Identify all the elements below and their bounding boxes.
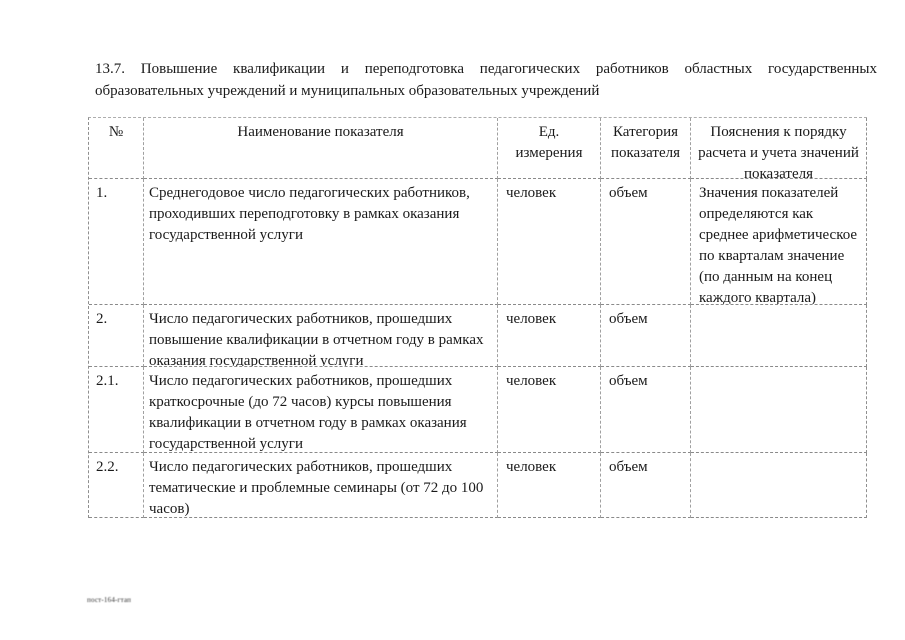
table-cell-row1-number: 1.: [89, 179, 144, 305]
table-cell-row2-1-number: 2.1.: [89, 367, 144, 453]
col-header-unit: Ед. измерения: [498, 118, 601, 179]
section-heading-line2: образовательных учреждений и муниципальн…: [95, 83, 600, 99]
table-cell-row2-1-unit: человек: [498, 367, 601, 453]
col-header-category: Категория показателя: [601, 118, 691, 179]
table-cell-row1-explanation: Значения показателей определяются как ср…: [691, 179, 867, 305]
table-cell-row2-number: 2.: [89, 305, 144, 367]
table-cell-row2-name: Число педагогических работников, прошедш…: [144, 305, 498, 367]
table-cell-row2-1-name: Число педагогических работников, прошедш…: [144, 367, 498, 453]
table-cell-row2-2-category: объем: [601, 453, 691, 518]
footer-document-mark: пост-164-гтап: [87, 596, 132, 604]
col-header-indicator-name: Наименование показателя: [144, 118, 498, 179]
table-cell-row2-2-unit: человек: [498, 453, 601, 518]
indicators-table: № Наименование показателя Ед. измерения …: [88, 117, 867, 518]
table-cell-row2-2-number: 2.2.: [89, 453, 144, 518]
table-cell-row1-unit: человек: [498, 179, 601, 305]
table-cell-row2-unit: человек: [498, 305, 601, 367]
col-header-explanations: Пояснения к порядку расчета и учета знач…: [691, 118, 867, 179]
table-cell-row2-2-name: Число педагогических работников, прошедш…: [144, 453, 498, 518]
table-cell-row2-1-category: объем: [601, 367, 691, 453]
section-heading-line1: 13.7. Повышение квалификации и переподго…: [95, 61, 877, 77]
table-cell-row2-category: объем: [601, 305, 691, 367]
table-cell-row2-1-explanation: [691, 367, 867, 453]
table-cell-row2-2-explanation: [691, 453, 867, 518]
col-header-number: №: [89, 118, 144, 179]
section-heading: 13.7. Повышение квалификации и переподго…: [95, 58, 877, 102]
table-cell-row1-category: объем: [601, 179, 691, 305]
table-cell-row2-explanation: [691, 305, 867, 367]
table-cell-row1-name: Среднегодовое число педагогических работ…: [144, 179, 498, 305]
